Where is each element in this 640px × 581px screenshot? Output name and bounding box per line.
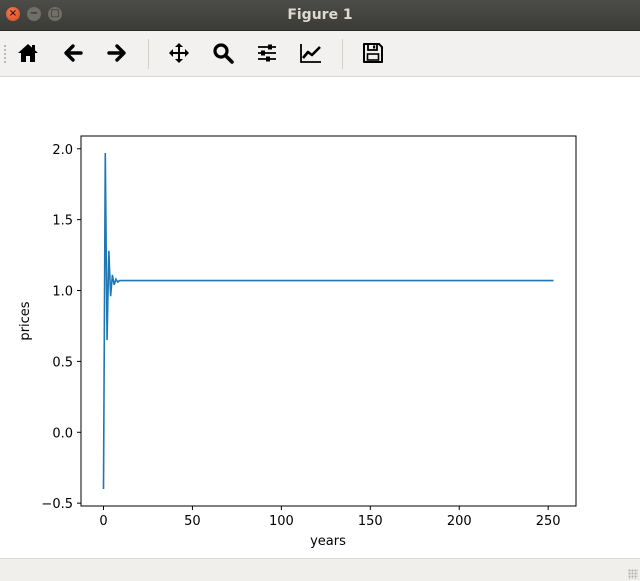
navigation-toolbar — [0, 31, 640, 77]
arrow-left-icon — [64, 44, 83, 62]
line-plot: 0 50 100 150 200 250 −0.5 0.0 0.5 1.0 1.5 2.0 year… — [18, 135, 577, 549]
forward-button[interactable] — [100, 37, 134, 69]
y-tick-label: 0.5 — [52, 355, 73, 370]
home-icon — [18, 44, 38, 62]
x-tick-label: 200 — [447, 514, 472, 529]
floppy-disk-icon — [363, 43, 383, 63]
arrow-right-icon — [107, 44, 126, 62]
resize-grip-handle[interactable] — [628, 569, 638, 579]
x-tick-label: 0 — [99, 514, 107, 529]
figure-canvas[interactable]: 0 50 100 150 200 250 −0.5 0.0 0.5 1.0 1.5 2.0 year… — [0, 77, 640, 558]
close-window-button[interactable]: × — [6, 7, 20, 21]
title-bar[interactable]: × − □ Figure 1 — [0, 0, 640, 31]
x-axis-label: years — [310, 534, 346, 549]
y-tick-label: 2.0 — [52, 143, 73, 158]
x-tick-label: 150 — [358, 514, 383, 529]
axes-frame — [80, 135, 577, 507]
zoom-button[interactable] — [206, 37, 240, 69]
y-tick-label: −0.5 — [41, 497, 73, 512]
maximize-window-button[interactable]: □ — [48, 7, 62, 21]
window-title: Figure 1 — [287, 7, 353, 23]
x-tick-label: 50 — [184, 514, 201, 529]
save-button[interactable] — [356, 37, 390, 69]
y-tick-label: 1.0 — [52, 285, 73, 300]
y-axis-label: prices — [18, 301, 33, 340]
configure-subplots-button[interactable] — [250, 37, 284, 69]
y-tick-label: 1.5 — [52, 214, 73, 229]
toolbar-separator — [342, 39, 343, 69]
line-chart-icon — [300, 44, 321, 63]
status-bar — [0, 558, 640, 581]
sliders-icon — [258, 44, 276, 62]
back-button[interactable] — [56, 37, 90, 69]
edit-axis-button[interactable] — [294, 37, 328, 69]
x-tick-label: 250 — [536, 514, 561, 529]
toolbar-grip-handle[interactable] — [3, 44, 7, 64]
toolbar-separator — [148, 39, 149, 69]
move-icon — [169, 43, 189, 63]
x-tick-label: 100 — [269, 514, 294, 529]
pan-button[interactable] — [162, 37, 196, 69]
home-button[interactable] — [11, 37, 45, 69]
series-line — [102, 153, 554, 489]
magnifier-icon — [213, 43, 234, 64]
y-tick-label: 0.0 — [52, 426, 73, 441]
minimize-window-button[interactable]: − — [27, 7, 41, 21]
